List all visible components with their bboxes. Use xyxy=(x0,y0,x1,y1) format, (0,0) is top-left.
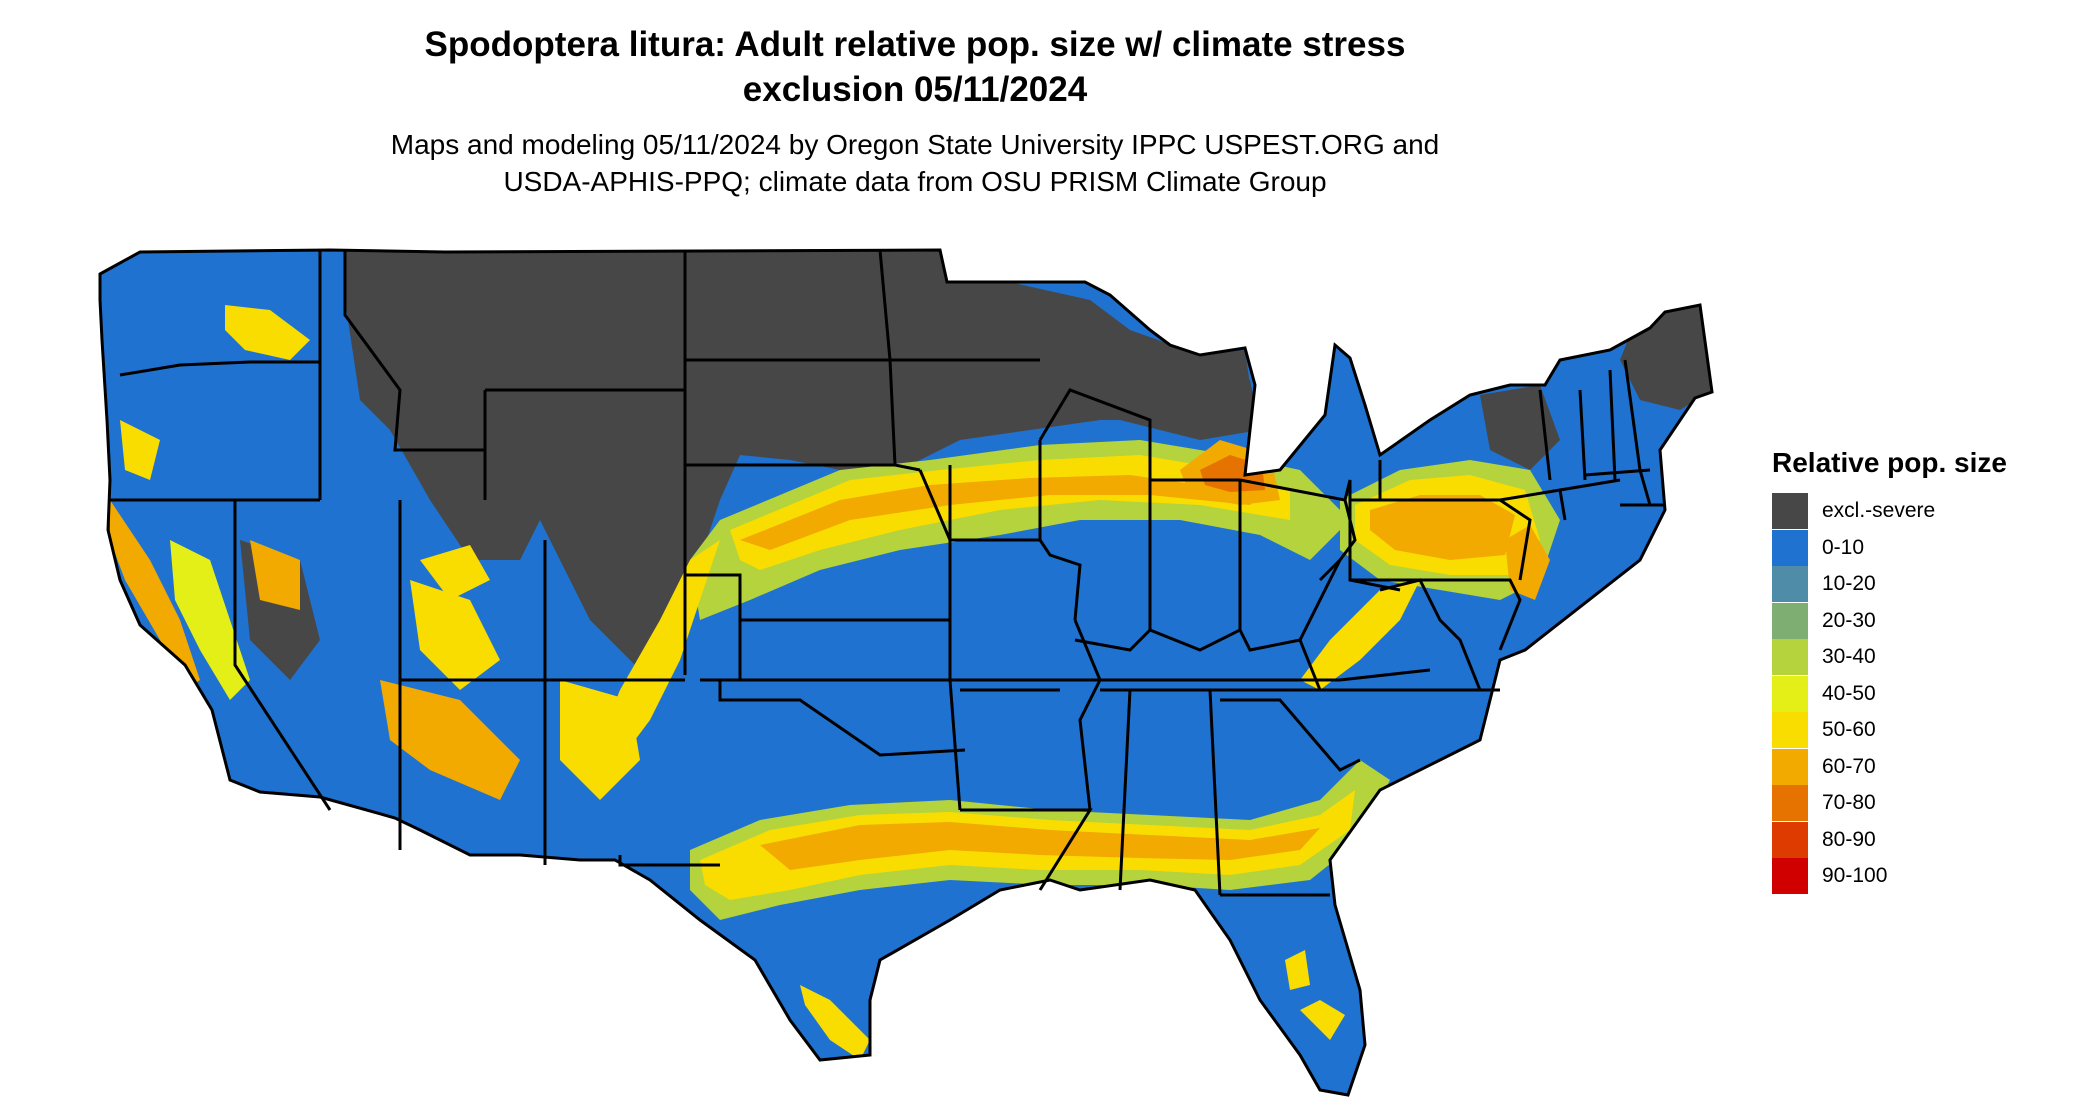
band-south-orange xyxy=(760,822,1320,870)
band-texas-coast xyxy=(800,985,870,1060)
legend-swatch xyxy=(1772,675,1808,712)
legend-swatch xyxy=(1772,529,1808,566)
legend-items: excl.-severe 0-10 10-20 20-30 30-40 40-5… xyxy=(1772,493,2007,895)
legend-swatch xyxy=(1772,821,1808,858)
legend-label: 80-90 xyxy=(1822,827,1876,851)
legend-swatch xyxy=(1772,858,1808,895)
legend-title: Relative pop. size xyxy=(1772,447,2007,478)
legend-label: 40-50 xyxy=(1822,681,1876,705)
band-florida xyxy=(1300,1000,1345,1040)
legend-label: 10-20 xyxy=(1822,572,1876,596)
west-patch-nv xyxy=(250,540,300,610)
band-new-jersey xyxy=(1505,525,1550,600)
legend-item: 70-80 xyxy=(1772,785,2007,822)
legend-label: excl.-severe xyxy=(1822,499,1936,523)
legend-swatch xyxy=(1772,748,1808,785)
legend-swatch xyxy=(1772,785,1808,822)
band-central-orange xyxy=(740,475,1260,550)
legend-swatch xyxy=(1772,566,1808,603)
legend-label: 90-100 xyxy=(1822,864,1888,888)
legend-label: 60-70 xyxy=(1822,754,1876,778)
map-subtitle-line-2: USDA-APHIS-PPQ; climate data from OSU PR… xyxy=(503,166,1327,197)
west-patch-or xyxy=(120,420,160,480)
legend: Relative pop. size excl.-severe 0-10 10-… xyxy=(1772,447,2007,895)
west-patch-ca-coast xyxy=(110,500,200,690)
band-appalachian xyxy=(1300,580,1420,690)
band-northeast-orange xyxy=(1370,495,1515,560)
west-patch-az xyxy=(380,680,520,800)
legend-item: excl.-severe xyxy=(1772,493,2007,530)
map-title: Spodoptera litura: Adult relative pop. s… xyxy=(0,22,1830,112)
legend-label: 70-80 xyxy=(1822,791,1876,815)
legend-item: 30-40 xyxy=(1772,639,2007,676)
excluded-adirondacks xyxy=(1480,385,1560,470)
west-patch-nm xyxy=(560,680,640,800)
west-patch-ca-sierra xyxy=(170,540,250,700)
excluded-great-lakes xyxy=(1010,340,1260,440)
west-patch-ut xyxy=(410,580,500,690)
legend-item: 90-100 xyxy=(1772,858,2007,895)
west-patch-wa xyxy=(225,305,310,360)
band-florida-west xyxy=(1285,950,1310,990)
map-subtitle-line-1: Maps and modeling 05/11/2024 by Oregon S… xyxy=(390,129,1440,160)
legend-item: 0-10 xyxy=(1772,529,2007,567)
legend-swatch xyxy=(1772,602,1808,639)
west-patch-co xyxy=(420,545,490,600)
excluded-idaho-mountains xyxy=(345,250,470,380)
legend-label: 20-30 xyxy=(1822,608,1876,632)
legend-item: 50-60 xyxy=(1772,712,2007,749)
legend-item: 60-70 xyxy=(1772,748,2007,786)
legend-item: 20-30 xyxy=(1772,602,2007,640)
map-subtitle: Maps and modeling 05/11/2024 by Oregon S… xyxy=(0,126,1830,200)
legend-item: 40-50 xyxy=(1772,675,2007,713)
legend-item: 80-90 xyxy=(1772,821,2007,859)
legend-label: 50-60 xyxy=(1822,718,1876,742)
state-boundaries xyxy=(98,248,1714,1097)
legend-swatch xyxy=(1772,493,1808,530)
legend-swatch xyxy=(1772,712,1808,749)
legend-label: 0-10 xyxy=(1822,535,1865,559)
legend-swatch xyxy=(1772,639,1808,676)
legend-item: 10-20 xyxy=(1772,566,2007,603)
map-title-line-1: Spodoptera litura: Adult relative pop. s… xyxy=(424,25,1406,64)
legend-label: 30-40 xyxy=(1822,645,1876,669)
map-title-line-2: exclusion 05/11/2024 xyxy=(742,70,1088,109)
